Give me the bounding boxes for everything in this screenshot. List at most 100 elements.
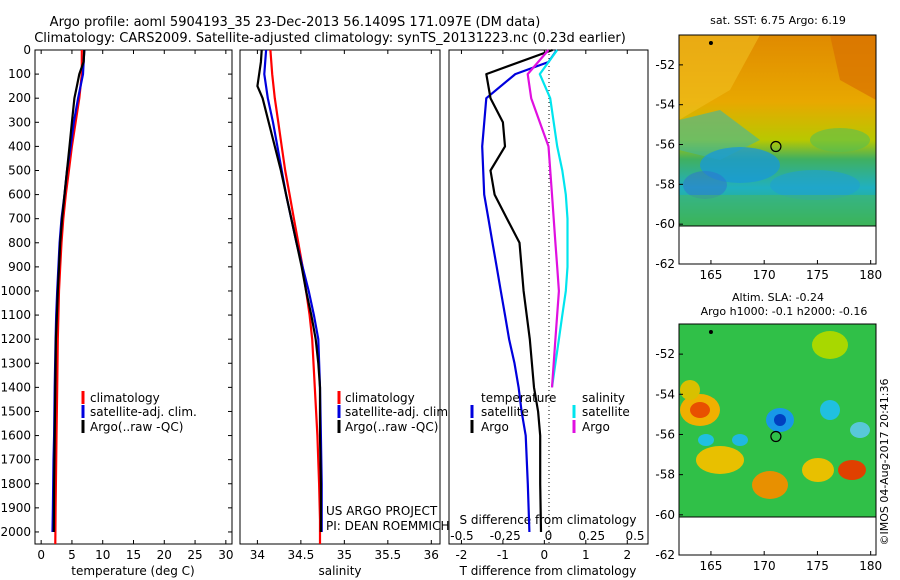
difference-x-tick-label: -1 bbox=[497, 548, 509, 562]
sst-map-empty-band bbox=[678, 225, 877, 265]
salinity-series-2 bbox=[256, 49, 322, 532]
difference-axes-frame bbox=[448, 49, 649, 545]
salinity-xlabel: salinity bbox=[318, 564, 361, 578]
difference-x-tick-label: 0 bbox=[541, 548, 549, 562]
temperature-legend: climatology satellite-adj. clim. Argo(..… bbox=[81, 391, 197, 434]
temperature-series-0 bbox=[54, 50, 83, 545]
temperature-difference-xlabel: T difference from climatology bbox=[459, 564, 637, 578]
salinity-x-tick-label: 36 bbox=[424, 548, 439, 562]
depth-tick-label: 600 bbox=[8, 188, 31, 202]
sla-map-subtitle: Argo h1000: -0.1 h2000: -0.16 bbox=[701, 305, 868, 318]
island-marker bbox=[708, 330, 713, 335]
salinity-axes-frame bbox=[239, 49, 441, 545]
temperature-x-tick-label: 10 bbox=[95, 548, 110, 562]
legend-t-satellite-label: satellite bbox=[481, 405, 529, 419]
depth-tick-label: 1900 bbox=[0, 501, 31, 515]
temperature-axes-frame bbox=[34, 49, 233, 545]
depth-tick-label: 1700 bbox=[0, 453, 31, 467]
legend-argo-label: Argo(..raw -QC) bbox=[90, 420, 183, 434]
sla-field bbox=[679, 324, 876, 517]
map-lon-tick-label: 170 bbox=[753, 268, 776, 282]
map-lat-tick-label: -60 bbox=[655, 217, 675, 231]
depth-tick-label: 1500 bbox=[0, 404, 31, 418]
salinity-difference-tick-label: 0.25 bbox=[578, 529, 605, 543]
depth-tick-label: 1100 bbox=[0, 308, 31, 322]
sla-map-title: Altim. SLA: -0.24 bbox=[732, 291, 824, 304]
map-lat-tick-label: -58 bbox=[655, 468, 675, 482]
salinity-difference-xlabel: S difference from climatology bbox=[460, 513, 637, 527]
temperature-x-tick-label: 15 bbox=[126, 548, 141, 562]
map-lon-tick-label: 175 bbox=[806, 268, 829, 282]
salinity-panel: salinity 34 34.5 35 35.5 36 climatology sate… bbox=[239, 49, 452, 578]
salinity-legend: climatology satellite-adj. clim. Argo(..… bbox=[337, 391, 452, 434]
map-lat-tick-label: -62 bbox=[655, 548, 675, 562]
salinity-difference-tick-label: -0.5 bbox=[450, 529, 473, 543]
legend-s-argo-label: Argo bbox=[582, 420, 610, 434]
depth-tick-label: 1000 bbox=[0, 284, 31, 298]
temperature-x-tick-label: 30 bbox=[218, 548, 233, 562]
salinity-x-tick-label: 35.5 bbox=[374, 548, 401, 562]
depth-tick-label: 2000 bbox=[0, 525, 31, 539]
map-lat-tick-label: -56 bbox=[655, 427, 675, 441]
legend-satellite-label: satellite-adj. clim. bbox=[345, 405, 452, 419]
difference-x-tick-label: 1 bbox=[582, 548, 590, 562]
temperature-x-tick-label: 0 bbox=[37, 548, 45, 562]
map-lat-tick-label: -62 bbox=[655, 257, 675, 271]
sst-map-panel: sat. SST: 6.75 Argo: 6.19 165 170 175 180 -5… bbox=[655, 14, 882, 282]
salinity-x-tick-label: 34.5 bbox=[288, 548, 315, 562]
depth-tick-label: 200 bbox=[8, 91, 31, 105]
imos-watermark: ©IMOS 04-Aug-2017 20:41:36 bbox=[878, 379, 891, 546]
difference-series-1 bbox=[485, 48, 553, 533]
title-line-2: Climatology: CARS2009. Satellite-adjuste… bbox=[34, 31, 626, 46]
depth-tick-label: 1600 bbox=[0, 429, 31, 443]
map-lon-tick-label: 170 bbox=[753, 559, 776, 573]
depth-tick-label: 400 bbox=[8, 139, 31, 153]
legend-climatology-label: climatology bbox=[345, 391, 415, 405]
depth-tick-label: 500 bbox=[8, 163, 31, 177]
temperature-difference-legend: temperature satellite Argo bbox=[470, 391, 556, 434]
depth-tick-label: 900 bbox=[8, 260, 31, 274]
map-lat-tick-label: -52 bbox=[655, 347, 675, 361]
temperature-x-tick-label: 5 bbox=[68, 548, 76, 562]
sst-map-title: sat. SST: 6.75 Argo: 6.19 bbox=[710, 14, 846, 27]
difference-series-3 bbox=[526, 49, 561, 388]
argo-float-marker bbox=[770, 430, 782, 443]
salinity-difference-legend: salinity satellite Argo bbox=[572, 391, 630, 434]
depth-tick-label: 700 bbox=[8, 212, 31, 226]
depth-tick-label: 100 bbox=[8, 67, 31, 81]
legend-salinity-heading: salinity bbox=[582, 391, 625, 405]
map-lon-tick-label: 180 bbox=[859, 559, 882, 573]
sst-field bbox=[679, 35, 876, 226]
legend-temperature-heading: temperature bbox=[481, 391, 556, 405]
depth-tick-label: 1400 bbox=[0, 380, 31, 394]
map-lat-tick-label: -58 bbox=[655, 177, 675, 191]
legend-argo-label: Argo(..raw -QC) bbox=[345, 420, 438, 434]
temperature-series-2 bbox=[52, 49, 86, 533]
pi-annotation: PI: DEAN ROEMMICH bbox=[326, 519, 449, 533]
salinity-x-tick-label: 34 bbox=[250, 548, 265, 562]
depth-tick-label: 1200 bbox=[0, 332, 31, 346]
difference-x-tick-label: 2 bbox=[623, 548, 631, 562]
temperature-xlabel: temperature (deg C) bbox=[71, 564, 194, 578]
salinity-x-tick-label: 35 bbox=[337, 548, 352, 562]
map-lon-tick-label: 180 bbox=[859, 268, 882, 282]
legend-s-satellite-label: satellite bbox=[582, 405, 630, 419]
temperature-panel: temperature (deg C) 0 100 200 300 400 500 600 7… bbox=[0, 43, 233, 578]
difference-panel: S difference from climatology T differen… bbox=[448, 48, 649, 578]
temperature-x-tick-label: 20 bbox=[157, 548, 172, 562]
sla-map-empty-band bbox=[678, 516, 877, 556]
depth-tick-label: 300 bbox=[8, 115, 31, 129]
map-lon-tick-label: 165 bbox=[699, 268, 722, 282]
map-lon-tick-label: 175 bbox=[806, 559, 829, 573]
map-lat-tick-label: -52 bbox=[655, 58, 675, 72]
argo-float-marker bbox=[770, 140, 782, 153]
legend-climatology-label: climatology bbox=[90, 391, 160, 405]
depth-tick-label: 800 bbox=[8, 236, 31, 250]
island-marker bbox=[708, 40, 713, 45]
legend-t-argo-label: Argo bbox=[481, 420, 509, 434]
depth-tick-label: 1800 bbox=[0, 477, 31, 491]
map-lat-tick-label: -54 bbox=[655, 387, 675, 401]
sla-map-panel: Altim. SLA: -0.24 Argo h1000: -0.1 h2000… bbox=[655, 291, 882, 573]
salinity-difference-tick-label: -0.25 bbox=[490, 529, 521, 543]
